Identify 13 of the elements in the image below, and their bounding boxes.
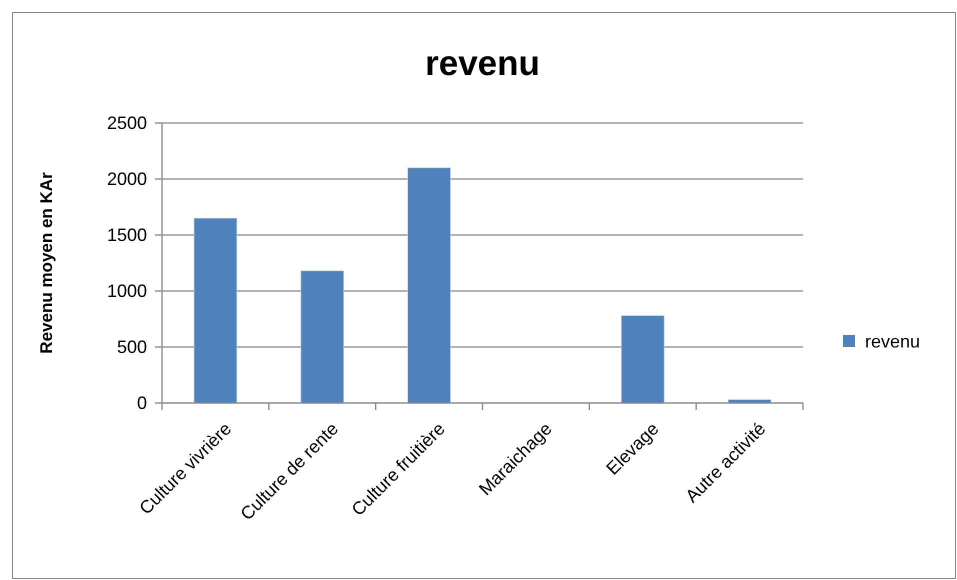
y-tick-label: 500	[116, 336, 147, 357]
y-tick-label: 1500	[106, 224, 147, 245]
bar	[621, 315, 664, 404]
y-tick-label: 2000	[106, 168, 147, 189]
chart-title: revenu	[425, 44, 540, 83]
bar	[194, 218, 238, 404]
y-tick-label: 0	[136, 392, 147, 413]
bar	[300, 270, 344, 404]
legend-label: revenu	[865, 331, 920, 352]
bar	[407, 168, 451, 404]
y-tick-label: 1000	[106, 280, 147, 301]
y-tick-label: 2500	[106, 112, 147, 133]
y-axis-title: Revenu moyen en KAr	[37, 172, 56, 354]
